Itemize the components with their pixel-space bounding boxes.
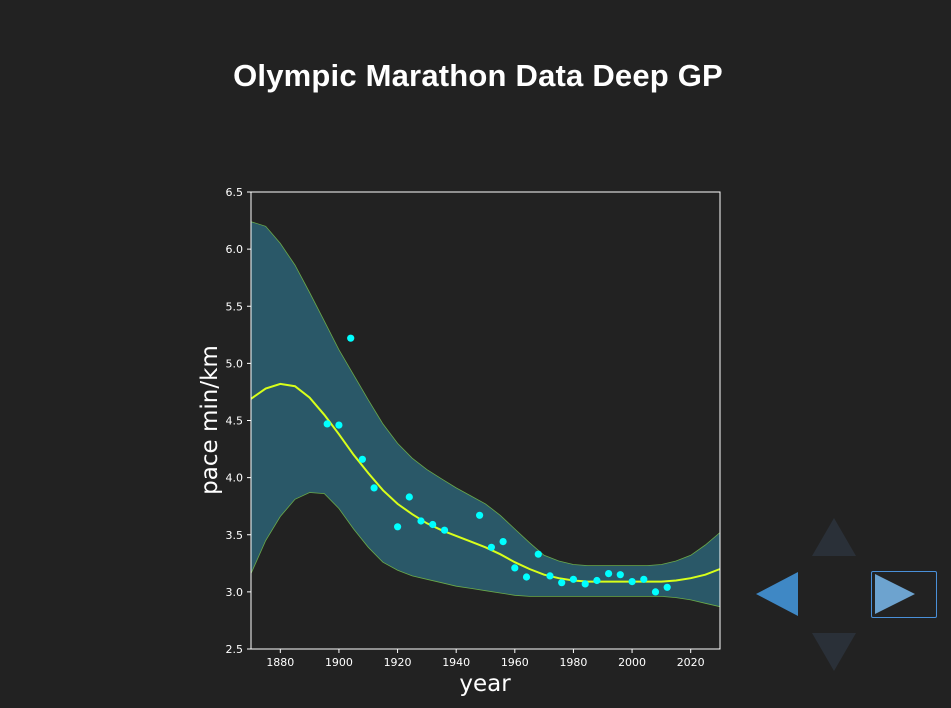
x-tick-label: 2000	[618, 656, 646, 669]
y-tick-label: 5.5	[226, 300, 244, 313]
y-axis-ticks: 2.5 3.0 3.5 4.0 4.5 5.0 5.5 6.0 6.5	[226, 186, 251, 656]
data-point	[347, 334, 355, 342]
data-point	[335, 421, 343, 429]
y-tick-label: 6.5	[226, 186, 244, 199]
data-point	[605, 570, 613, 578]
data-point	[358, 455, 366, 463]
y-tick-label: 6.0	[226, 243, 244, 256]
data-point	[511, 564, 519, 572]
data-point	[640, 575, 648, 583]
triangle-down-icon	[812, 633, 856, 671]
x-tick-label: 1980	[559, 656, 587, 669]
data-point	[569, 575, 578, 583]
x-tick-label: 1920	[384, 656, 412, 669]
data-point	[581, 580, 589, 588]
y-tick-label: 3.5	[226, 529, 244, 542]
data-point	[499, 538, 507, 546]
data-point	[616, 571, 624, 579]
data-point	[429, 520, 437, 529]
triangle-left-icon	[756, 572, 798, 616]
confidence-band-layer	[250, 221, 721, 608]
data-points-layer	[323, 334, 671, 596]
triangle-right-icon	[875, 574, 915, 614]
data-point	[628, 578, 636, 586]
data-point	[558, 579, 566, 587]
data-point	[476, 511, 484, 519]
band-upper-edge	[250, 221, 721, 566]
y-tick-label: 2.5	[226, 643, 244, 656]
y-tick-label: 4.5	[226, 415, 244, 428]
nav-up-button[interactable]	[810, 516, 858, 558]
x-axis-ticks: 1880 1900 1920 1940 1960 1980 2000 2020	[266, 649, 705, 669]
y-tick-label: 3.0	[226, 586, 244, 599]
triangle-up-icon	[812, 518, 856, 556]
x-tick-label: 2020	[677, 656, 705, 669]
data-point	[370, 484, 378, 492]
data-point	[593, 576, 601, 585]
data-point	[534, 550, 542, 558]
confidence-band	[251, 221, 720, 607]
data-point	[394, 523, 402, 531]
x-tick-label: 1880	[266, 656, 294, 669]
x-tick-label: 1960	[501, 656, 529, 669]
band-lower-edge	[250, 492, 721, 608]
data-point	[522, 573, 531, 581]
x-tick-label: 1940	[442, 656, 470, 669]
x-tick-label: 1900	[325, 656, 353, 669]
data-point	[663, 583, 671, 591]
x-axis-label: year	[459, 671, 511, 697]
data-point	[323, 420, 331, 428]
data-point	[651, 588, 660, 596]
y-tick-label: 4.0	[226, 472, 244, 485]
nav-right-button[interactable]	[871, 571, 937, 618]
data-point	[417, 517, 425, 525]
data-point	[546, 572, 554, 580]
slide-title: Olympic Marathon Data Deep GP	[233, 58, 723, 93]
nav-left-button[interactable]	[754, 570, 800, 618]
data-point	[440, 526, 449, 534]
data-point	[405, 493, 413, 501]
data-point	[487, 543, 495, 551]
nav-down-button[interactable]	[810, 631, 858, 673]
y-tick-label: 5.0	[226, 357, 244, 370]
y-axis-label: pace min/km	[197, 345, 223, 495]
